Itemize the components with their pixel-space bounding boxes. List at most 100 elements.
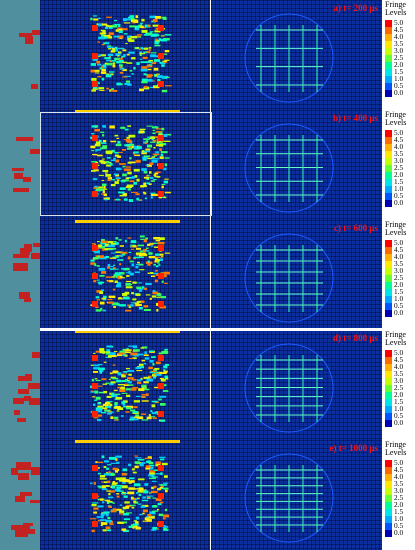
stress-cell	[143, 381, 149, 384]
legend-tick-label: 5.0	[394, 18, 404, 27]
stress-cell	[162, 390, 169, 392]
stress-cell	[118, 30, 123, 34]
stress-cell	[133, 67, 136, 70]
stress-cell	[138, 487, 144, 491]
stress-cell	[101, 125, 106, 128]
stress-cell	[152, 24, 160, 27]
stress-cell	[98, 186, 104, 189]
stress-cell	[128, 305, 132, 309]
stress-cell	[116, 461, 120, 464]
stress-cell	[97, 255, 105, 259]
stress-cell	[143, 239, 147, 243]
stress-cell	[95, 141, 101, 145]
stress-cell	[94, 72, 100, 74]
stress-cell	[91, 243, 96, 245]
hotspot	[92, 191, 98, 197]
stress-cell	[124, 75, 131, 78]
stress-cell	[99, 275, 105, 277]
stress-cell	[164, 163, 168, 167]
stress-cell	[111, 394, 118, 398]
legend-tick-label: 4.0	[394, 252, 404, 261]
stress-cell	[124, 383, 128, 386]
stress-cell	[150, 136, 155, 139]
legend-swatch	[385, 41, 392, 48]
stress-cell	[114, 181, 119, 184]
stress-cell	[125, 166, 132, 168]
legend-swatch	[385, 282, 392, 289]
legend-swatch	[385, 474, 392, 481]
stress-cell	[142, 191, 146, 194]
stress-cell	[144, 457, 151, 459]
stress-cell	[132, 298, 137, 301]
stress-cell	[101, 65, 104, 69]
stress-cell	[91, 170, 96, 172]
stress-cell	[112, 62, 116, 65]
stress-cell	[138, 282, 142, 284]
legend-swatch	[385, 69, 392, 76]
stress-cell	[104, 172, 108, 174]
stress-cell	[164, 282, 168, 284]
crack-mark	[15, 496, 26, 503]
stress-cell	[108, 492, 111, 496]
crack-mark	[13, 410, 21, 416]
stress-cell	[112, 508, 117, 511]
stress-cell	[133, 525, 138, 528]
stress-cell	[123, 405, 129, 408]
stress-cell	[126, 184, 134, 188]
stress-cell	[129, 69, 133, 72]
stress-cell	[155, 131, 163, 133]
legend-ticks: 5.0 4.5 4.0 3.5 3.0 2.5 2.0 1.5 1.0 0.5 0.0	[394, 239, 403, 316]
stress-cell	[123, 168, 131, 171]
mesh-grid	[40, 220, 210, 330]
stress-cell	[118, 151, 123, 153]
stress-cell	[110, 159, 116, 162]
stress-cell	[133, 349, 140, 352]
stress-cell	[109, 403, 113, 407]
stress-cell	[106, 467, 110, 470]
stress-cell	[100, 271, 107, 274]
stress-cell	[123, 495, 128, 498]
stress-cell	[157, 259, 160, 262]
stress-cell	[159, 377, 164, 380]
stress-cell	[143, 192, 147, 195]
legend-swatch	[385, 488, 392, 495]
stress-cell	[128, 51, 135, 54]
stress-cell	[130, 240, 137, 244]
stress-cell	[103, 295, 107, 299]
stress-cell	[153, 263, 156, 266]
mesh-grid	[211, 330, 382, 440]
panel-row-5: e) t= 1000 μs Fringe Levels 5.0 4.5 4.0 3.5 3.0…	[0, 440, 415, 550]
legend-swatch	[385, 83, 392, 90]
stress-cell	[130, 19, 138, 23]
stress-cell	[162, 384, 167, 387]
stress-cell	[115, 484, 123, 487]
crack-mark	[12, 397, 25, 405]
stress-cell	[136, 62, 140, 66]
stress-cell	[104, 198, 108, 201]
stress-cell	[164, 34, 172, 36]
legend-ticks: 5.0 4.5 4.0 3.5 3.0 2.5 2.0 1.5 1.0 0.5 0.0	[394, 349, 403, 426]
stress-cell	[133, 500, 137, 504]
stress-cell	[128, 384, 134, 386]
stress-cell	[134, 271, 141, 274]
stress-cell	[149, 176, 154, 179]
stress-cell	[115, 29, 122, 32]
crack-mark	[31, 351, 46, 359]
crack-mark	[17, 376, 31, 382]
stress-cell	[107, 412, 112, 415]
stress-cell	[119, 504, 122, 506]
stress-cell	[136, 300, 141, 303]
stress-cell	[104, 62, 108, 65]
stress-cell	[90, 63, 96, 66]
stress-cell	[130, 304, 134, 307]
stress-cell	[98, 283, 103, 285]
stress-cell	[101, 238, 105, 242]
stress-cell	[99, 32, 107, 35]
stress-cell	[117, 386, 121, 389]
stress-cell	[164, 178, 169, 180]
stress-cell	[92, 15, 98, 17]
stress-cell	[100, 147, 107, 150]
stress-cell	[122, 179, 129, 182]
legend-tick-label: 3.5	[394, 479, 404, 488]
stress-cell	[113, 306, 117, 308]
